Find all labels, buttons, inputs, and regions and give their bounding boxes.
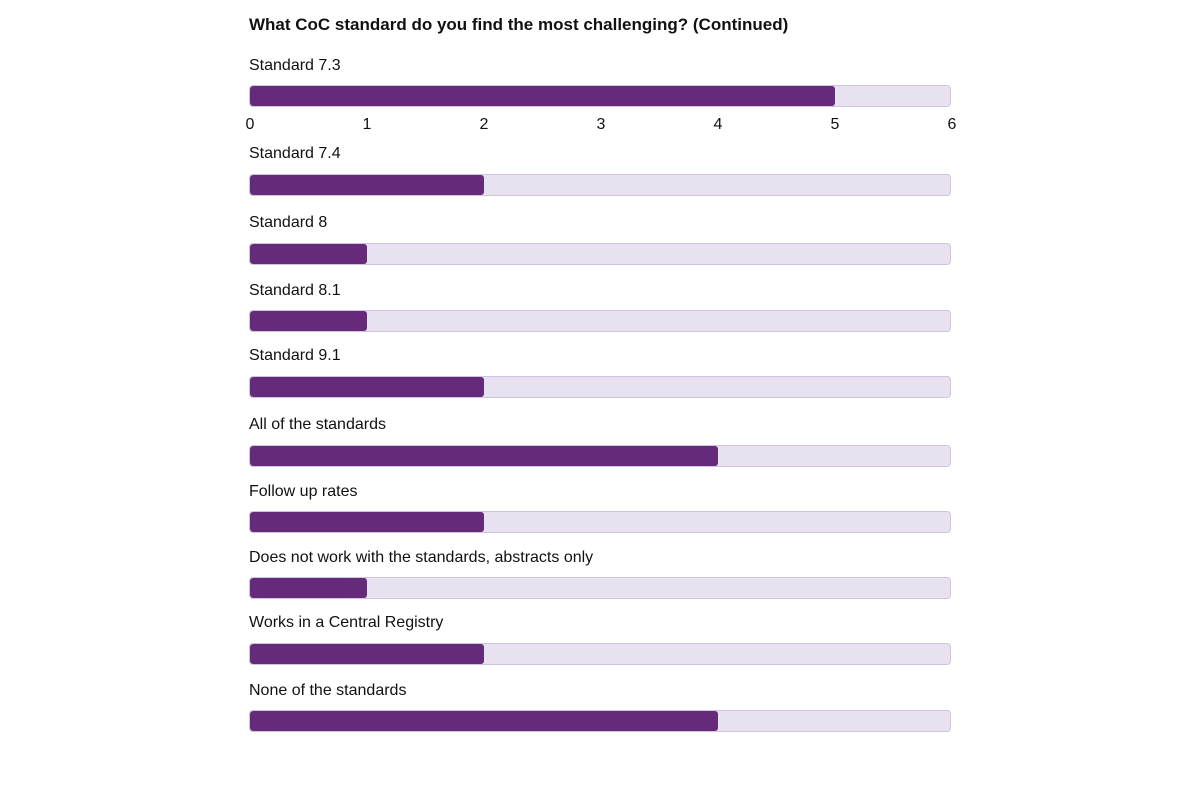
bar: [250, 644, 484, 664]
bar-track: [249, 577, 951, 599]
bar-track: [249, 445, 951, 467]
bar-label: Standard 7.3: [249, 57, 341, 74]
bar: [250, 86, 835, 106]
bar-label: Does not work with the standards, abstra…: [249, 549, 594, 566]
bar: [250, 377, 484, 397]
bar-track: [249, 174, 951, 196]
bar-label: Follow up rates: [249, 483, 358, 500]
x-tick-label: 3: [596, 116, 606, 133]
bar-label: Standard 7.4: [249, 145, 341, 162]
x-tick-label: 1: [362, 116, 372, 133]
x-tick-label: 2: [479, 116, 489, 133]
bar-track: [249, 511, 951, 533]
bar-label: All of the standards: [249, 416, 386, 433]
bar: [250, 446, 718, 466]
bar-track: [249, 376, 951, 398]
bar: [250, 311, 367, 331]
x-tick-label: 0: [245, 116, 255, 133]
chart-title: What CoC standard do you find the most c…: [249, 15, 789, 34]
x-tick-label: 4: [713, 116, 723, 133]
x-tick-label: 5: [830, 116, 840, 133]
bar-track: [249, 85, 951, 107]
bar-label: Standard 8.1: [249, 282, 341, 299]
bar-track: [249, 243, 951, 265]
bar: [250, 175, 484, 195]
bar-track: [249, 710, 951, 732]
bar-label: Standard 9.1: [249, 347, 341, 364]
bar-track: [249, 643, 951, 665]
bar-label: Works in a Central Registry: [249, 614, 444, 631]
bar-label: Standard 8: [249, 214, 328, 231]
bar: [250, 512, 484, 532]
bar: [250, 711, 718, 731]
x-tick-label: 6: [947, 116, 957, 133]
bar: [250, 244, 367, 264]
bar-label: None of the standards: [249, 682, 407, 699]
bar-track: [249, 310, 951, 332]
bar: [250, 578, 367, 598]
